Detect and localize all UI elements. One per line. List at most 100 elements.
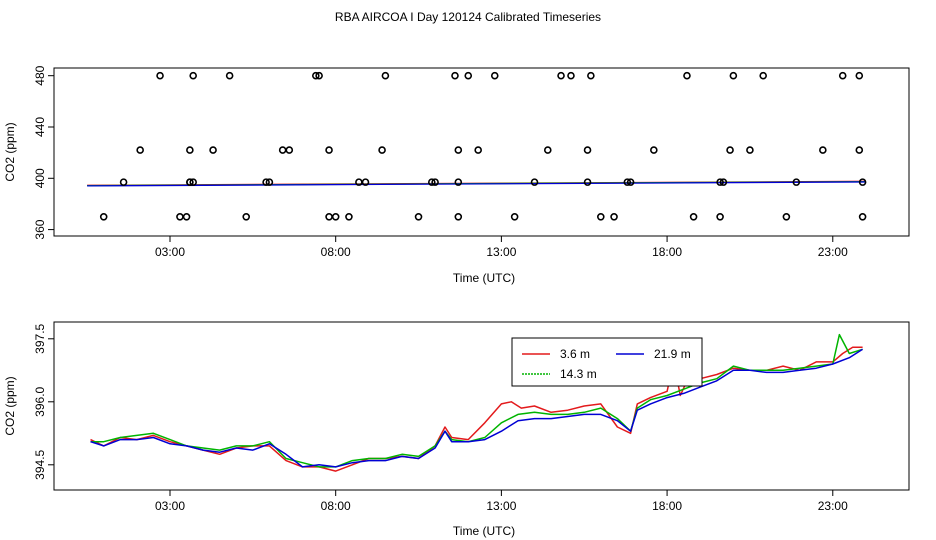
- scatter-point: [431, 178, 439, 186]
- scatter-point: [451, 71, 459, 80]
- top-y-axis: 360 400 440 480: [33, 65, 54, 240]
- top-series-line: [87, 181, 866, 187]
- scatter-point: [315, 71, 323, 80]
- scatter-point: [427, 178, 436, 186]
- scatter-point: [464, 71, 473, 80]
- scatter-point: [689, 212, 698, 221]
- scatter-point: [225, 71, 234, 80]
- chart-legend: 3.6 m 14.3 m 21.9 m: [511, 337, 703, 387]
- scatter-point: [587, 71, 595, 80]
- y-tick-label: 440: [33, 117, 47, 137]
- top-x-axis-label: Time (UTC): [453, 271, 515, 285]
- y-tick-label: 394.5: [33, 449, 47, 479]
- y-tick-label: 480: [33, 65, 47, 85]
- figure-title: RBA AIRCOA I Day 120124 Calibrated Times…: [335, 10, 601, 24]
- scatter-point: [543, 146, 552, 154]
- y-tick-label: 397.5: [33, 323, 47, 353]
- x-tick-label: 13:00: [486, 499, 516, 513]
- y-tick-label: 360: [33, 219, 47, 239]
- scatter-point: [719, 178, 728, 186]
- x-tick-label: 08:00: [321, 499, 351, 513]
- scatter-point: [119, 178, 128, 186]
- scatter-point: [186, 178, 194, 186]
- scatter-point: [583, 178, 592, 186]
- bottom-plot-frame: [53, 321, 910, 491]
- scatter-point: [716, 212, 724, 221]
- scatter-point: [610, 212, 618, 221]
- scatter-point: [355, 178, 363, 186]
- scatter-point: [557, 71, 565, 80]
- scatter-point: [838, 71, 847, 80]
- scatter-point: [189, 71, 197, 80]
- scatter-point: [746, 146, 754, 154]
- legend-label: 14.3 m: [560, 367, 597, 381]
- scatter-point: [278, 146, 287, 154]
- scatter-point: [454, 146, 463, 154]
- scatter-point: [454, 178, 463, 186]
- scatter-point: [331, 212, 340, 221]
- scatter-point: [819, 146, 827, 154]
- scatter-point: [858, 178, 867, 186]
- scatter-point: [474, 146, 482, 154]
- scatter-point: [490, 71, 499, 80]
- bottom-plot-marks: [90, 333, 864, 472]
- scatter-point: [623, 178, 632, 186]
- x-tick-label: 18:00: [652, 245, 682, 259]
- top-y-axis-label: CO2 (ppm): [3, 122, 17, 181]
- scatter-point: [176, 212, 184, 221]
- series-line-1: [90, 346, 863, 472]
- scatter-point: [650, 146, 658, 154]
- scatter-point: [325, 212, 333, 221]
- scatter-point: [597, 212, 605, 221]
- scatter-point: [345, 212, 353, 221]
- scatter-point: [626, 178, 635, 186]
- scatter-point: [726, 146, 734, 154]
- scatter-point: [858, 212, 867, 221]
- scatter-point: [186, 146, 194, 154]
- x-tick-label: 13:00: [486, 245, 516, 259]
- scatter-point: [759, 71, 767, 80]
- x-tick-label: 18:00: [652, 499, 682, 513]
- top-x-axis: 03:00 08:00 13:00 18:00 23:00: [155, 236, 848, 259]
- legend-label: 3.6 m: [560, 347, 590, 361]
- y-tick-label: 396.0: [33, 386, 47, 416]
- scatter-point: [792, 178, 801, 186]
- scatter-point: [262, 178, 270, 186]
- scatter-point: [530, 178, 539, 186]
- x-tick-label: 08:00: [321, 245, 351, 259]
- top-panel: 03:00 08:00 13:00 18:00 23:00 360 400 440 480 T…: [3, 65, 910, 285]
- legend-frame: [511, 337, 703, 387]
- scatter-point: [855, 71, 864, 80]
- x-tick-label: 03:00: [155, 245, 185, 259]
- bottom-panel: 03:00 08:00 13:00 18:00 23:00 394.5 396.0 397.…: [3, 321, 910, 538]
- x-tick-label: 03:00: [155, 499, 185, 513]
- scatter-point: [454, 212, 463, 221]
- scatter-point: [567, 71, 575, 80]
- scatter-point: [189, 178, 197, 186]
- x-tick-label: 23:00: [818, 499, 848, 513]
- scatter-point: [381, 71, 390, 80]
- scatter-point: [855, 146, 864, 154]
- scatter-point: [242, 212, 251, 221]
- bottom-x-axis-label: Time (UTC): [453, 524, 515, 538]
- scatter-point: [285, 146, 294, 154]
- scatter-point: [265, 178, 274, 186]
- scatter-point: [414, 212, 423, 221]
- scatter-point: [182, 212, 191, 221]
- bottom-x-axis: 03:00 08:00 13:00 18:00 23:00: [155, 490, 848, 513]
- scatter-point: [136, 146, 144, 154]
- scatter-point: [729, 71, 738, 80]
- scatter-point: [583, 146, 592, 154]
- scatter-point: [683, 71, 691, 80]
- scatter-point: [99, 212, 108, 221]
- scatter-point: [716, 178, 724, 186]
- scatter-point: [325, 146, 333, 154]
- scatter-point: [156, 71, 164, 80]
- scatter-point: [510, 212, 519, 221]
- series-line-2: [90, 333, 863, 468]
- top-plot-frame: [53, 67, 910, 237]
- scatter-point: [209, 146, 217, 154]
- top-plot-marks: [87, 71, 867, 221]
- scatter-point: [378, 146, 386, 154]
